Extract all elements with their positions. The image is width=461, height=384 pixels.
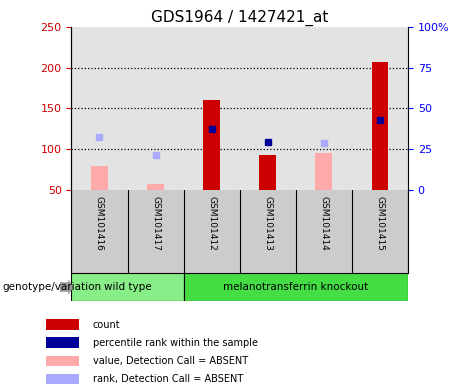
Text: GSM101413: GSM101413 [263, 196, 272, 251]
Bar [71, 27, 128, 190]
Text: melanotransferrin knockout: melanotransferrin knockout [223, 282, 368, 292]
Bar [352, 27, 408, 190]
Title: GDS1964 / 1427421_at: GDS1964 / 1427421_at [151, 9, 328, 25]
Text: GSM101416: GSM101416 [95, 196, 104, 251]
Text: GSM101412: GSM101412 [207, 196, 216, 251]
Text: value, Detection Call = ABSENT: value, Detection Call = ABSENT [93, 356, 248, 366]
Text: percentile rank within the sample: percentile rank within the sample [93, 338, 258, 348]
Bar [240, 27, 296, 190]
Bar [71, 273, 183, 301]
Text: wild type: wild type [104, 282, 151, 292]
Bar [46, 356, 79, 366]
Text: genotype/variation: genotype/variation [2, 282, 101, 292]
Bar [372, 62, 388, 190]
Bar [183, 27, 240, 190]
Bar [296, 27, 352, 190]
Text: count: count [93, 319, 120, 329]
Bar [315, 153, 332, 190]
Bar [147, 184, 164, 190]
Bar [260, 155, 276, 190]
Text: rank, Detection Call = ABSENT: rank, Detection Call = ABSENT [93, 374, 243, 384]
Text: GSM101417: GSM101417 [151, 196, 160, 251]
Bar [128, 27, 183, 190]
Bar [46, 338, 79, 348]
Bar [183, 273, 408, 301]
Bar [46, 374, 79, 384]
Text: GSM101414: GSM101414 [319, 196, 328, 251]
Bar [91, 166, 108, 190]
Bar [203, 100, 220, 190]
Bar [46, 319, 79, 330]
Text: GSM101415: GSM101415 [375, 196, 384, 251]
